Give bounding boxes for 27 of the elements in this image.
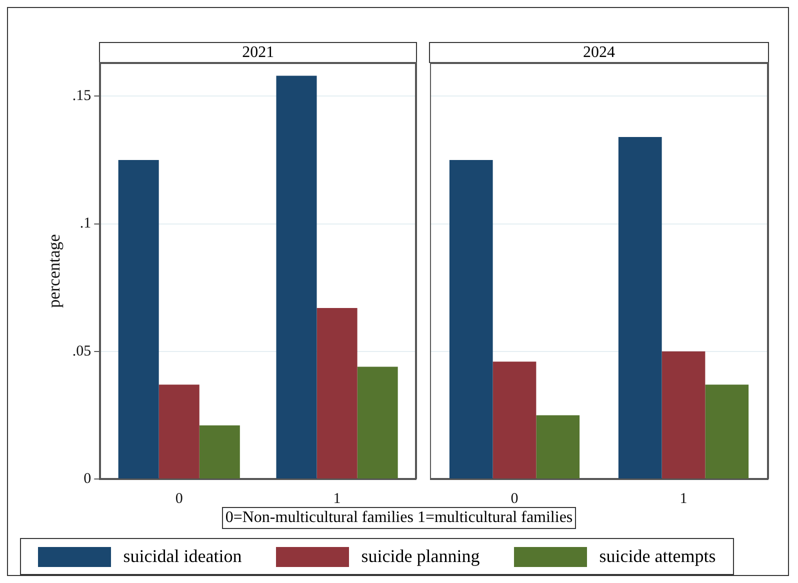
bar [618, 137, 662, 478]
bar [158, 384, 200, 478]
bar [492, 362, 536, 478]
chart-title: 2024 [429, 42, 769, 63]
y-tick-label: .15 [72, 88, 92, 104]
y-tick-label: 0 [84, 470, 92, 487]
bar [199, 425, 240, 478]
bar [705, 384, 749, 478]
legend-label: suicidal ideation [123, 546, 242, 567]
x-axis-title: 0=Non-multicultural families 1=multicultural families [222, 507, 576, 529]
x-tick-label: 1 [680, 490, 688, 507]
x-tick-label: 0 [510, 490, 518, 507]
chart-title: 2021 [99, 42, 417, 63]
bar [357, 366, 398, 478]
y-tick-label: .1 [80, 216, 92, 232]
legend-label: suicide planning [361, 546, 480, 567]
y-tick-label: .05 [72, 343, 92, 360]
bar [662, 351, 706, 478]
bar [276, 76, 317, 478]
x-tick-label: 0 [175, 490, 183, 507]
bar [316, 308, 358, 478]
legend-label: suicide attempts [599, 546, 716, 567]
bar [536, 415, 580, 478]
y-axis-title: percentage [44, 234, 64, 308]
bar [118, 160, 159, 478]
x-tick-label: 1 [333, 490, 341, 507]
bar [449, 160, 493, 478]
